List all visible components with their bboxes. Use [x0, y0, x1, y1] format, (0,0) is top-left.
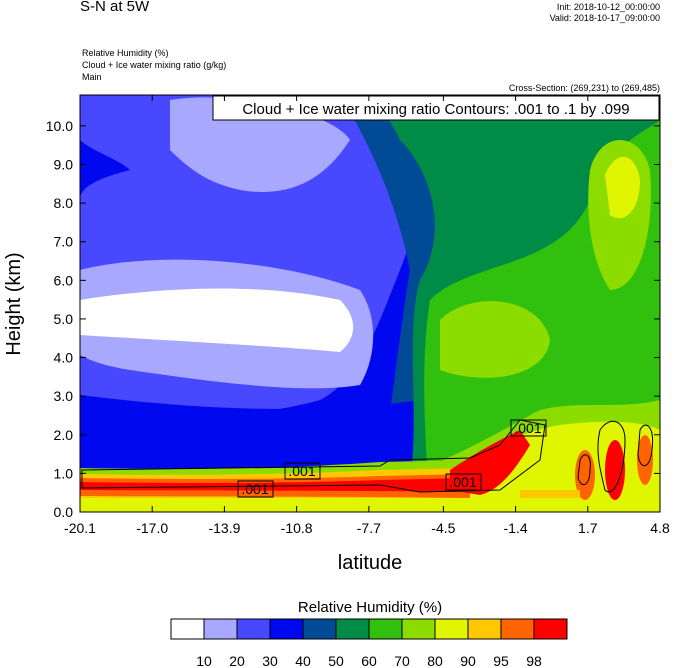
contour-info-box: [212, 95, 660, 121]
y-tick-label: 7.0: [54, 234, 74, 250]
y-tick-label: 3.0: [54, 388, 74, 404]
x-tick-label: 4.8: [650, 520, 670, 536]
colorbar-level-label: 70: [394, 653, 410, 668]
rh-field: [80, 95, 660, 512]
contour-line: [81, 419, 546, 493]
colorbar-level-label: 50: [328, 653, 344, 668]
colorbar-level-label: 10: [196, 653, 212, 668]
colorbar-level-label: 95: [493, 653, 509, 668]
plot-title: S-N at 5W: [80, 0, 150, 15]
contour-label-box: [510, 419, 547, 437]
x-axis-label: latitude: [338, 552, 403, 574]
rh-region-90-upper: [605, 156, 640, 219]
colorbar-title: Relative Humidity (%): [298, 599, 442, 616]
contour-label: .001: [288, 463, 315, 479]
colorbar-swatch: [269, 618, 304, 640]
rh-region-40-upper: [80, 140, 130, 200]
colorbar-swatch: [533, 618, 568, 640]
cloud-contours: [81, 419, 654, 493]
rh-blob-98-c: [605, 440, 625, 500]
rh-band-98: [80, 478, 470, 492]
rh-blob-98-a: [450, 430, 530, 495]
contour-line: [597, 420, 626, 493]
rh-region-80-a: [440, 301, 550, 378]
init-time: Init: 2018-10-12_00:00:00: [556, 2, 660, 12]
colorbar-level-label: 90: [460, 653, 476, 668]
y-tick-label: 0.0: [54, 504, 74, 520]
contour-line: [637, 424, 654, 467]
field-label-cloud: Cloud + Ice water mixing ratio (g/kg): [82, 60, 227, 70]
colorbar-swatch: [500, 618, 535, 640]
cross-section-label: Cross-Section: (269,231) to (269,485): [508, 83, 660, 93]
colorbar-level-label: 30: [262, 653, 278, 668]
contour-label-box: [445, 473, 482, 491]
rh-blob-95-e: [520, 490, 580, 498]
y-tick-label: 4.0: [54, 350, 74, 366]
x-tick-label: -7.7: [357, 520, 381, 536]
field-label-main: Main: [82, 72, 102, 82]
colorbar-level-label: 40: [295, 653, 311, 668]
rh-blob-95-d: [637, 435, 653, 485]
y-tick-label: 2.0: [54, 427, 74, 443]
contour-label: .001: [514, 420, 541, 436]
x-tick-label: -1.4: [504, 520, 528, 536]
y-tick-label: 1.0: [54, 465, 74, 481]
contour-label-box: [284, 462, 321, 480]
y-tick-label: 6.0: [54, 272, 74, 288]
x-tick-label: -20.1: [64, 520, 96, 536]
x-tick-label: -13.9: [208, 520, 240, 536]
y-tick-label: 9.0: [54, 157, 74, 173]
colorbar-swatch: [401, 618, 436, 640]
colorbar-swatch: [203, 618, 238, 640]
contour-info-text: Cloud + Ice water mixing ratio Contours:…: [242, 101, 629, 118]
x-tick-label: 1.7: [578, 520, 598, 536]
rh-region-40-lower: [80, 395, 420, 470]
colorbar-swatch: [236, 618, 271, 640]
x-tick-label: -17.0: [136, 520, 168, 536]
x-tick-label: -4.5: [431, 520, 455, 536]
colorbar-level-label: 98: [526, 653, 542, 668]
contour-label-box: [237, 480, 274, 498]
y-tick-label: 5.0: [54, 311, 74, 327]
contour-labels: .001 .001 .001 .001: [237, 419, 547, 498]
colorbar-level-label: 60: [361, 653, 377, 668]
axes: -20.1 -17.0 -13.9 -10.8 -7.7 -4.5 -1.4 1.7 4.8 0.…: [46, 95, 670, 536]
contour-label: .001: [241, 481, 268, 497]
contour-line: [577, 454, 591, 486]
colorbar-swatch: [302, 618, 337, 640]
y-axis-label: Height (km): [3, 252, 25, 355]
valid-time: Valid: 2018-10-17_09:00:00: [549, 13, 660, 23]
y-tick-label: 8.0: [54, 195, 74, 211]
rh-region-10: [80, 288, 354, 352]
colorbar: 10 20 30 40 50 60 70 80 90 95 98: [170, 618, 568, 668]
plot-frame: [79, 94, 661, 513]
colorbar-swatch: [434, 618, 469, 640]
y-tick-label: 10.0: [46, 118, 73, 134]
rh-band-90-sfc: [80, 498, 470, 512]
field-label-rh: Relative Humidity (%): [82, 48, 169, 58]
colorbar-level-label: 80: [427, 653, 443, 668]
colorbar-swatch: [335, 618, 370, 640]
colorbar-swatch: [467, 618, 502, 640]
contour-label: .001: [449, 474, 476, 490]
colorbar-swatch: [368, 618, 403, 640]
colorbar-level-label: 20: [229, 653, 245, 668]
x-tick-label: -10.8: [281, 520, 313, 536]
colorbar-swatch: [170, 618, 205, 640]
rh-region-20-upper: [170, 97, 350, 192]
